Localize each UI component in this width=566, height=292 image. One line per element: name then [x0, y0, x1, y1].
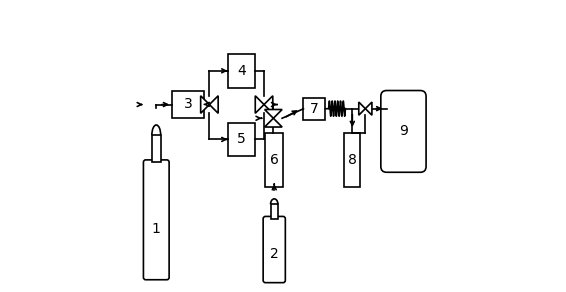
Polygon shape	[264, 110, 282, 118]
Polygon shape	[264, 118, 282, 127]
Bar	[265, 133, 283, 187]
Text: 7: 7	[310, 102, 319, 116]
Text: 1: 1	[152, 222, 161, 236]
Text: 6: 6	[270, 153, 278, 167]
Bar	[172, 91, 204, 118]
Polygon shape	[201, 96, 209, 113]
Bar	[344, 133, 361, 187]
Bar	[228, 123, 255, 156]
Text: 2: 2	[270, 247, 278, 261]
Polygon shape	[209, 96, 218, 113]
FancyBboxPatch shape	[263, 216, 285, 283]
FancyBboxPatch shape	[143, 160, 169, 280]
Text: 3: 3	[184, 98, 192, 111]
Polygon shape	[365, 102, 372, 115]
Polygon shape	[255, 96, 264, 113]
Text: 8: 8	[348, 153, 357, 167]
Bar	[152, 135, 161, 162]
Text: 5: 5	[237, 133, 246, 146]
FancyBboxPatch shape	[381, 91, 426, 172]
Text: 9: 9	[399, 124, 408, 138]
Polygon shape	[359, 102, 365, 115]
Text: 4: 4	[237, 64, 246, 78]
Bar	[271, 204, 278, 219]
Bar	[303, 98, 325, 120]
Polygon shape	[264, 96, 273, 113]
Bar	[228, 54, 255, 88]
